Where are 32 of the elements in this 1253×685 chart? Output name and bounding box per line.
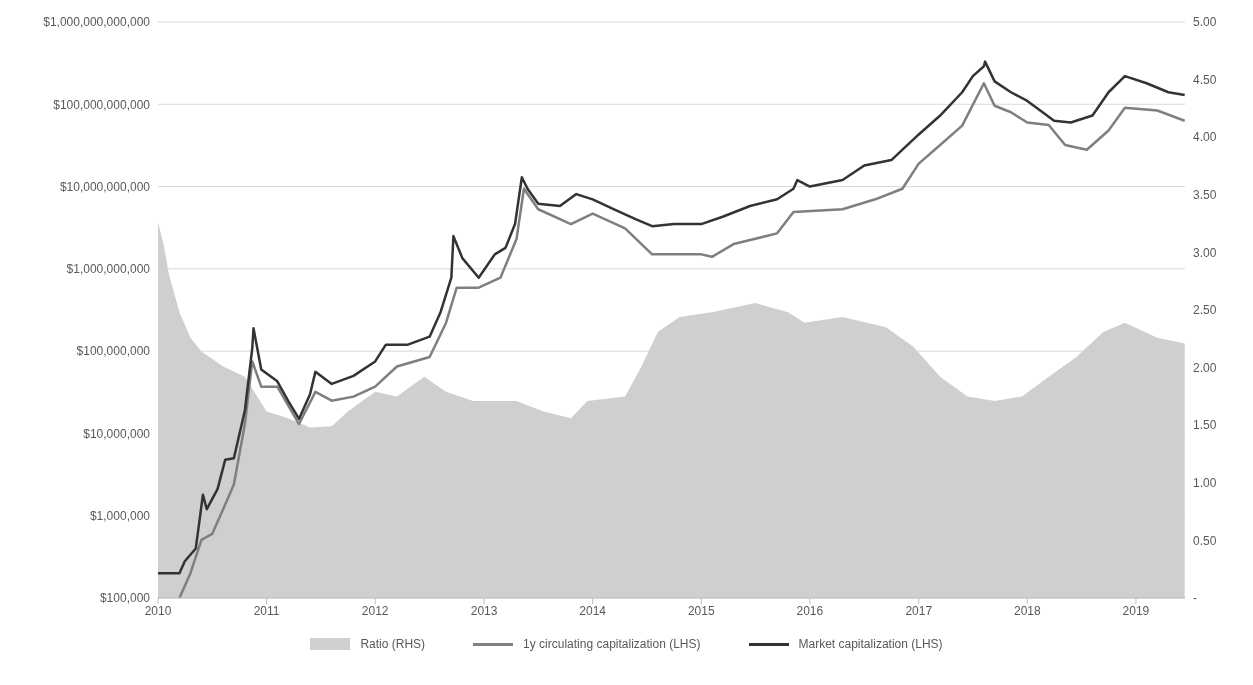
- y-tick-label: $1,000,000,000: [66, 262, 151, 277]
- y-tick-label: $10,000,000,000: [59, 179, 151, 194]
- y-tick-label: $1,000,000,000,000: [43, 15, 151, 30]
- y2-tick-label: 1.50: [1193, 418, 1217, 433]
- y2-tick-label: 0.50: [1193, 533, 1217, 548]
- x-tick-label: 2016: [796, 603, 824, 618]
- y-tick-label: $1,000,000: [89, 508, 151, 523]
- y2-tick-label: 5.00: [1193, 15, 1217, 30]
- y-tick-label: $100,000,000,000: [53, 97, 151, 112]
- x-tick-label: 2015: [687, 603, 715, 618]
- x-tick-label: 2014: [579, 603, 607, 618]
- y2-tick-label: -: [1193, 591, 1197, 606]
- y2-tick-label: 4.50: [1193, 72, 1217, 87]
- y-tick-label: $10,000,000: [83, 426, 151, 441]
- x-tick-label: 2017: [905, 603, 933, 618]
- x-tick-label: 2018: [1013, 603, 1041, 618]
- legend-label: 1y circulating capitalization (LHS): [523, 637, 701, 651]
- x-tick-label: 2010: [144, 603, 172, 618]
- x-tick-label: 2013: [470, 603, 498, 618]
- y2-tick-label: 3.00: [1193, 245, 1217, 260]
- y2-tick-label: 4.00: [1193, 130, 1217, 145]
- x-tick-label: 2012: [361, 603, 389, 618]
- legend-label: Ratio (RHS): [360, 637, 426, 651]
- y2-tick-label: 2.00: [1193, 360, 1217, 375]
- y-tick-label: $100,000,000: [76, 344, 151, 359]
- y-tick-label: $100,000: [99, 591, 151, 606]
- x-tick-label: 2011: [253, 603, 280, 618]
- y2-tick-label: 3.50: [1193, 188, 1217, 203]
- x-tick-label: 2019: [1122, 603, 1150, 618]
- y2-tick-label: 1.00: [1193, 476, 1217, 491]
- y2-tick-label: 2.50: [1193, 303, 1217, 318]
- legend-label: Market capitalization (LHS): [798, 637, 943, 651]
